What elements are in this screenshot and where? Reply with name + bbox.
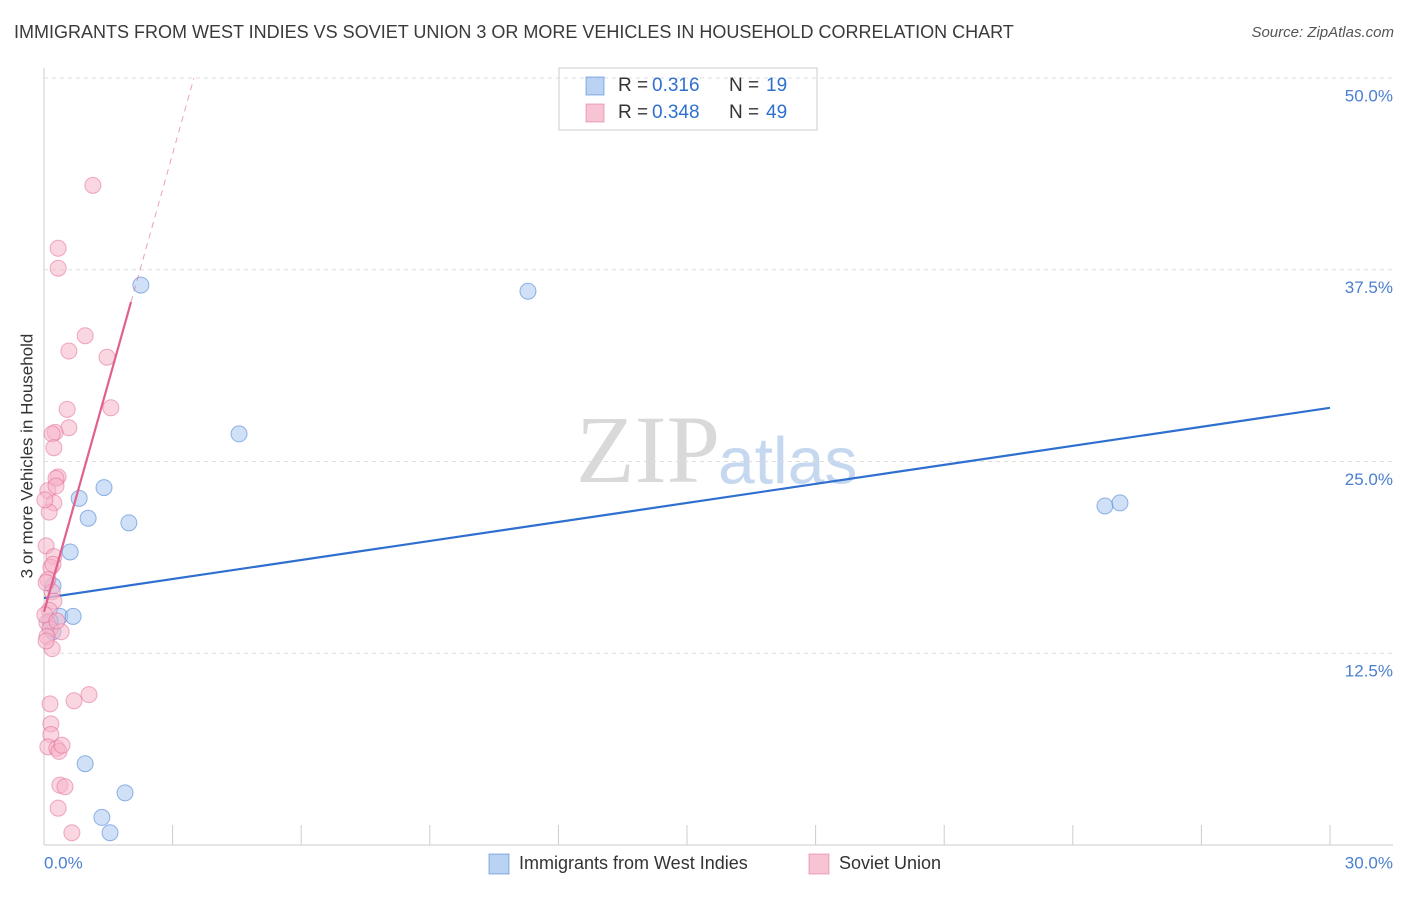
data-point (76, 755, 94, 773)
trend-extension (130, 77, 195, 303)
legend-swatch (585, 76, 605, 96)
trend-line (43, 406, 1331, 600)
data-point (63, 824, 81, 842)
data-point (1096, 497, 1114, 515)
data-point (101, 824, 119, 842)
data-point (41, 695, 59, 713)
data-point (64, 607, 82, 625)
data-point (61, 543, 79, 561)
data-point (519, 282, 537, 300)
x-tick-label: 30.0% (1345, 853, 1393, 872)
legend-r-label: R = (618, 75, 648, 96)
legend-r-value: 0.316 (652, 75, 700, 96)
data-point (48, 612, 66, 630)
data-point (93, 808, 111, 826)
data-point (45, 439, 63, 457)
data-point (65, 692, 83, 710)
data-point (56, 778, 74, 796)
y-axis-label: 3 or more Vehicles in Household (17, 334, 36, 579)
data-point (60, 342, 78, 360)
data-point (37, 632, 55, 650)
y-tick-label: 25.0% (1345, 470, 1393, 489)
y-tick-label: 37.5% (1345, 278, 1393, 297)
data-point (36, 491, 54, 509)
legend-n-label: N = (729, 102, 759, 123)
legend-swatch (808, 853, 830, 875)
data-point (120, 514, 138, 532)
data-point (102, 399, 120, 417)
legend-label: Soviet Union (839, 853, 941, 873)
legend-n-label: N = (729, 75, 759, 96)
data-point (47, 477, 65, 495)
y-tick-label: 50.0% (1345, 86, 1393, 105)
source: Source: ZipAtlas.com (1251, 24, 1394, 41)
legend-r-value: 0.348 (652, 102, 700, 123)
legend-r-label: R = (618, 102, 648, 123)
y-tick-label: 12.5% (1345, 662, 1393, 681)
data-point (98, 348, 116, 366)
legend-n-value: 19 (766, 75, 787, 96)
watermark: ZIP (576, 396, 720, 503)
chart-title: IMMIGRANTS FROM WEST INDIES VS SOVIET UN… (14, 22, 1014, 42)
data-point (76, 327, 94, 345)
data-point (132, 276, 150, 294)
data-point (49, 259, 67, 277)
legend-label: Immigrants from West Indies (519, 853, 748, 873)
legend-n-value: 49 (766, 102, 787, 123)
data-point (1111, 494, 1129, 512)
x-tick-label: 0.0% (44, 853, 83, 872)
data-point (58, 400, 76, 418)
watermark: atlas (718, 423, 857, 497)
data-point (80, 686, 98, 704)
data-point (84, 176, 102, 194)
legend-swatch (585, 103, 605, 123)
data-point (95, 479, 113, 497)
data-point (116, 784, 134, 802)
data-point (49, 799, 67, 817)
data-point (53, 736, 71, 754)
data-point (79, 509, 97, 527)
data-point (49, 239, 67, 257)
data-point (230, 425, 248, 443)
legend-swatch (488, 853, 510, 875)
trend-line (42, 301, 133, 613)
